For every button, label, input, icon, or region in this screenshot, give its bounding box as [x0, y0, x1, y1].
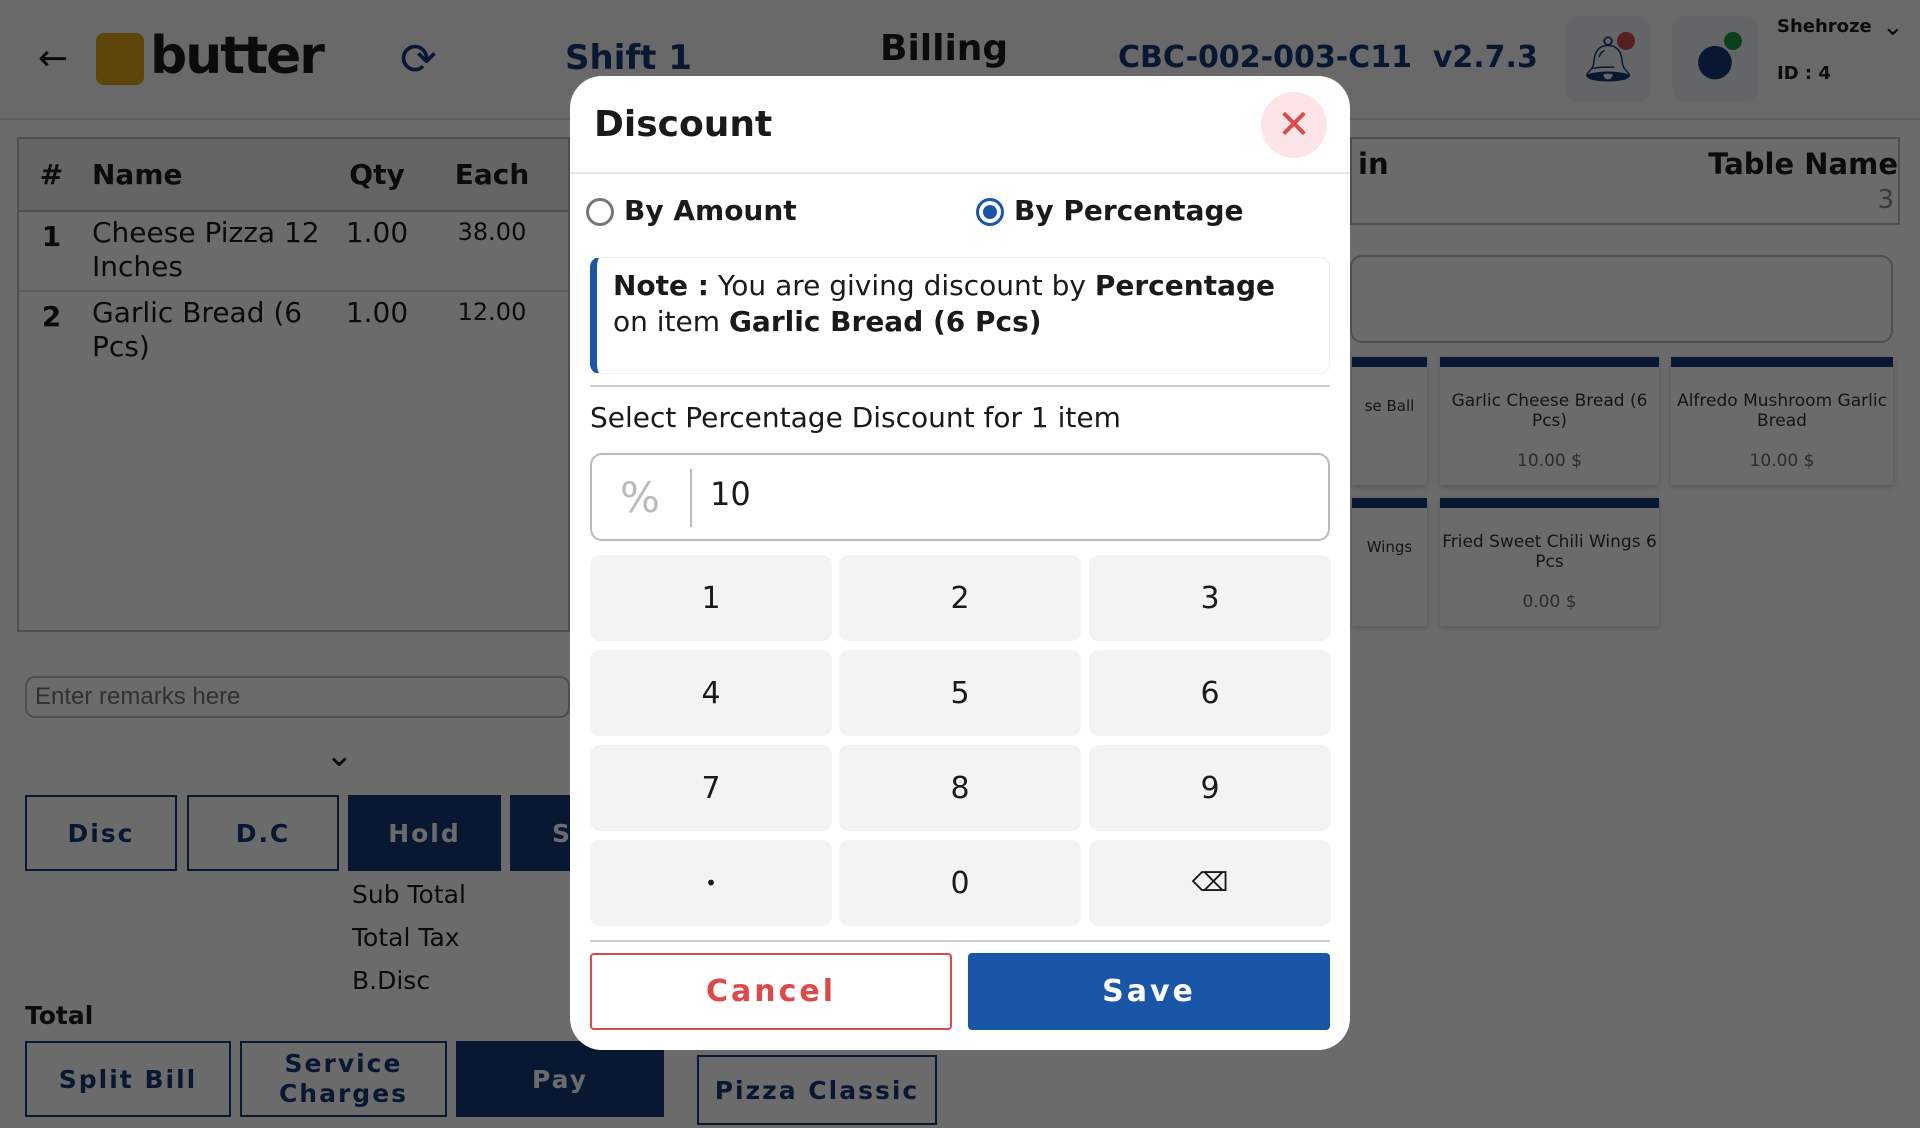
order-table: # Name Qty Each 1 Cheese Pizza 12 Inches… [17, 137, 570, 632]
table-row[interactable]: 2 Garlic Bread (6 Pcs) 1.00 12.00 [41, 296, 527, 363]
select-label: Select Percentage Discount for 1 item [590, 401, 1121, 434]
disc-button[interactable]: Disc [25, 795, 177, 871]
pay-button[interactable]: Pay [456, 1041, 664, 1117]
product-card[interactable]: se Ball [1352, 357, 1427, 485]
radio-icon [586, 198, 614, 226]
col-each: Each [454, 158, 530, 191]
terminal-id: CBC-002-003-C11 [1118, 40, 1412, 75]
close-icon[interactable]: ✕ [1261, 92, 1327, 158]
col-qty: Qty [349, 158, 405, 191]
sync-icon[interactable]: ⟳ [400, 34, 437, 85]
key-9[interactable]: 9 [1089, 745, 1331, 831]
back-arrow-icon[interactable]: ← [38, 38, 69, 79]
table-name-value: 3 [1877, 185, 1894, 215]
key-1[interactable]: 1 [590, 555, 832, 641]
key-7[interactable]: 7 [590, 745, 832, 831]
divider [590, 940, 1330, 942]
dialog-title: Discount [594, 104, 773, 145]
divider [590, 385, 1330, 387]
table-row[interactable]: 1 Cheese Pizza 12 Inches 1.00 38.00 [19, 212, 568, 292]
page-title: Billing [880, 28, 1009, 69]
service-charges-button[interactable]: Service Charges [240, 1041, 447, 1117]
radio-by-percentage[interactable]: By Percentage [976, 194, 1244, 227]
sub-total-label: Sub Total [352, 880, 466, 909]
product-card[interactable]: Wings [1352, 498, 1427, 626]
backspace-icon[interactable]: ⌫ [1089, 840, 1331, 926]
hold-button[interactable]: Hold [348, 795, 501, 871]
key-2[interactable]: 2 [839, 555, 1081, 641]
logo: butter [150, 26, 325, 86]
user-name[interactable]: Shehroze [1777, 16, 1872, 37]
user-icon[interactable]: ● [1672, 16, 1758, 102]
category-pizza-classic[interactable]: Pizza Classic [697, 1055, 937, 1125]
product-card[interactable]: Garlic Cheese Bread (6 Pcs) 10.00 $ [1440, 357, 1659, 485]
key-0[interactable]: 0 [839, 840, 1081, 926]
app-version: v2.7.3 [1432, 40, 1538, 75]
percent-icon: % [620, 473, 660, 522]
discount-input[interactable]: % 10 [590, 453, 1330, 541]
total-label: Total [25, 1001, 94, 1030]
total-tax-label: Total Tax [352, 923, 460, 952]
product-search[interactable] [1350, 255, 1893, 343]
discount-value[interactable]: 10 [710, 475, 751, 513]
chevron-down-icon[interactable]: ⌄ [1882, 12, 1904, 42]
dc-button[interactable]: D.C [187, 795, 339, 871]
shift-label: Shift 1 [565, 38, 692, 78]
note-box: Note : You are giving discount by Percen… [590, 257, 1330, 374]
discount-dialog: Discount ✕ By Amount By Percentage Note … [570, 76, 1350, 1050]
product-card[interactable]: Alfredo Mushroom Garlic Bread 10.00 $ [1671, 357, 1893, 485]
save-button[interactable]: Save [968, 953, 1330, 1030]
chevron-down-icon[interactable]: ⌄ [325, 735, 354, 775]
cancel-button[interactable]: Cancel [590, 953, 952, 1030]
divider [570, 172, 1350, 174]
key-6[interactable]: 6 [1089, 650, 1331, 736]
product-card[interactable]: Fried Sweet Chili Wings 6 Pcs 0.00 $ [1440, 498, 1659, 626]
bdisc-label: B.Disc [352, 966, 431, 995]
radio-checked-icon [976, 198, 1004, 226]
logo-icon [96, 33, 144, 85]
key-5[interactable]: 5 [839, 650, 1081, 736]
user-id: ID : 4 [1777, 63, 1831, 84]
table-info: in Table Name 3 [1350, 137, 1900, 225]
radio-by-amount[interactable]: By Amount [586, 194, 797, 227]
key-decimal[interactable]: • [590, 840, 832, 926]
s-button[interactable]: S [510, 795, 570, 871]
col-name: Name [92, 158, 183, 191]
table-name-label: Table Name [1708, 147, 1898, 181]
split-bill-button[interactable]: Split Bill [25, 1041, 231, 1117]
col-no: # [39, 158, 64, 191]
bell-icon[interactable]: 🔔︎ [1565, 16, 1651, 102]
remarks-input[interactable] [25, 676, 570, 718]
key-3[interactable]: 3 [1089, 555, 1331, 641]
key-4[interactable]: 4 [590, 650, 832, 736]
key-8[interactable]: 8 [839, 745, 1081, 831]
